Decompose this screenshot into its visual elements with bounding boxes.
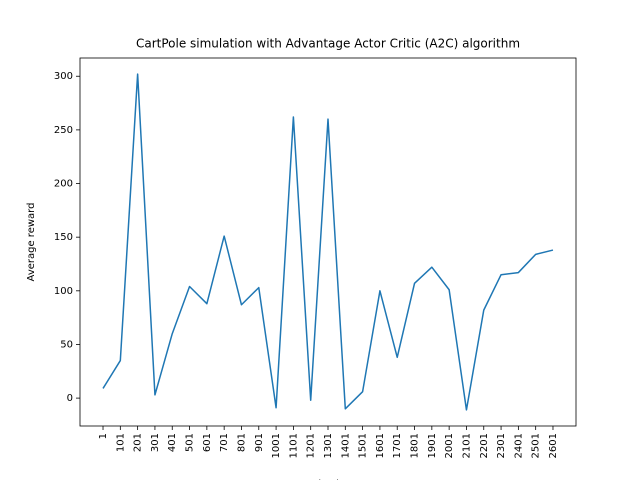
x-tick-label: 1301 <box>323 433 334 458</box>
x-tick-label: 1701 <box>392 433 403 458</box>
y-tick-label: 200 <box>54 179 73 190</box>
x-tick-label: 2201 <box>479 433 490 458</box>
y-tick-label: 50 <box>60 339 73 350</box>
x-tick-label: 2601 <box>548 433 559 458</box>
x-tick-label: 1601 <box>375 433 386 458</box>
x-tick-label: 601 <box>202 433 213 452</box>
x-tick-label: 1501 <box>358 433 369 458</box>
y-tick-label: 0 <box>67 393 73 404</box>
x-tick-label: 1901 <box>427 433 438 458</box>
x-tick-label: 1401 <box>340 433 351 458</box>
y-axis-label: Average reward <box>26 203 37 282</box>
x-tick-label: 401 <box>167 433 178 452</box>
y-tick-label: 100 <box>54 286 73 297</box>
x-tick-label: 1801 <box>410 433 421 458</box>
x-tick-label: 701 <box>219 433 230 452</box>
x-tick-label: 901 <box>254 433 265 452</box>
y-tick-label: 250 <box>54 125 73 136</box>
x-tick-label: 2501 <box>531 433 542 458</box>
x-tick-label: 1201 <box>306 433 317 458</box>
chart-title: CartPole simulation with Advantage Actor… <box>136 37 520 51</box>
x-tick-label: 301 <box>150 433 161 452</box>
x-tick-label: 801 <box>236 433 247 452</box>
x-tick-label: 501 <box>185 433 196 452</box>
plot-frame <box>79 57 577 427</box>
x-tick-label: 2401 <box>513 433 524 458</box>
x-tick-label: 1101 <box>288 433 299 458</box>
line-series <box>102 73 554 411</box>
x-tick-label: 1001 <box>271 433 282 458</box>
x-tick-label: 2301 <box>496 433 507 458</box>
y-tick-label: 300 <box>54 71 73 82</box>
x-tick-label: 2001 <box>444 433 455 458</box>
x-tick-label: 2101 <box>461 433 472 458</box>
x-tick-label: 101 <box>115 433 126 452</box>
y-tick-label: 150 <box>54 232 73 243</box>
x-tick-label: 1 <box>98 433 109 439</box>
x-tick-label: 201 <box>133 433 144 452</box>
